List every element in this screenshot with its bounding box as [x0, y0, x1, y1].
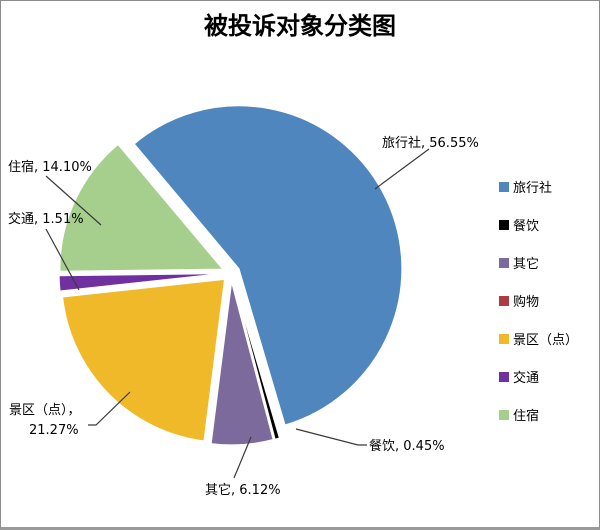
- slice-label-travel-agency: 旅行社, 56.55%: [382, 135, 479, 151]
- leader-line-lodging: [45, 175, 102, 226]
- legend-item-dining: 餐饮: [499, 218, 539, 234]
- pie-slice-scenic-area: [61, 278, 226, 442]
- legend-swatch-dining: [499, 220, 509, 230]
- leader-line-other: [233, 436, 252, 479]
- legend-swatch-travel-agency: [499, 182, 509, 192]
- slice-label-lodging: 住宿, 14.10%: [8, 159, 92, 175]
- pie-slice-other: [210, 281, 274, 446]
- legend-label-transport: 交通: [513, 370, 539, 386]
- leader-line-travel-agency: [374, 148, 430, 190]
- slice-label-other: 其它, 6.12%: [205, 482, 281, 498]
- legend-item-lodging: 住宿: [499, 408, 539, 424]
- legend-label-lodging: 住宿: [513, 408, 539, 424]
- legend-label-shopping: 购物: [513, 294, 539, 310]
- pie-slice-transport: [58, 272, 223, 292]
- legend-item-other: 其它: [499, 256, 539, 272]
- leader-line-dining: [295, 428, 367, 446]
- leader-line-scenic-area: [88, 391, 131, 426]
- legend-item-scenic-area: 景区（点）: [499, 333, 578, 348]
- legend-item-shopping: 购物: [499, 294, 539, 310]
- leader-line-transport: [45, 228, 80, 291]
- pie-slice-dining: [232, 281, 281, 440]
- legend-label-travel-agency: 旅行社: [513, 180, 552, 196]
- legend-label-scenic-area: 景区（点）: [513, 333, 578, 348]
- chart-title: 被投诉对象分类图: [204, 11, 396, 40]
- legend-swatch-transport: [499, 372, 509, 382]
- pie-slices: [58, 105, 403, 446]
- legend-item-travel-agency: 旅行社: [499, 180, 552, 196]
- slice-label-transport: 交通, 1.51%: [8, 211, 84, 227]
- legend-swatch-scenic-area: [499, 334, 509, 344]
- legend-swatch-other: [499, 258, 509, 268]
- legend-swatch-lodging: [499, 410, 509, 420]
- legend-item-transport: 交通: [499, 370, 539, 386]
- slice-label-dining: 餐饮, 0.45%: [369, 438, 445, 454]
- legend-swatch-shopping: [499, 296, 509, 306]
- pie-slice-travel-agency: [133, 105, 403, 426]
- legend-label-other: 其它: [513, 256, 539, 272]
- slice-label-scenic-area-line1: 景区（点），: [9, 403, 81, 418]
- legend-label-dining: 餐饮: [513, 218, 539, 234]
- slice-label-scenic-area-line2: 21.27%: [29, 423, 79, 438]
